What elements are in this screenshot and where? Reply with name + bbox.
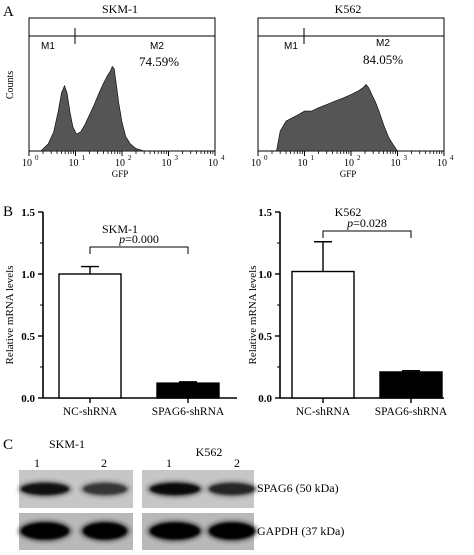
barchart-k562-title: K562 [335, 205, 362, 219]
histogram-skm1-title: SKM-1 [102, 2, 138, 16]
barchart-skm1-p-value: p=0.000 [118, 232, 159, 246]
blot-band [209, 522, 255, 540]
barchart-skm1-ytick-label: 1.0 [21, 269, 35, 281]
histogram-k562-xtick-label: 10 [298, 158, 308, 169]
barchart-k562-p-value: p=0.028 [346, 216, 387, 230]
barchart-k562: K562 Relative mRNA levels 0.0 0.5 1.0 1.5 NC… [247, 205, 448, 418]
histogram-skm1: SKM-1 M1 M2 74.59% Counts 10 0 10 1 10 2 10 3 10… [5, 2, 225, 179]
barchart-k562-bar [291, 270, 355, 399]
blot-band [21, 483, 69, 495]
barchart-k562-bar [379, 371, 443, 399]
barchart-k562-xtick-label: SPAG6-shRNA [375, 406, 448, 418]
blot-band [83, 483, 127, 495]
blot-lane-skm1-1: 1 [34, 456, 40, 470]
panel-label-b: B [3, 204, 13, 220]
blot-lane-skm1-2: 2 [101, 456, 107, 470]
histogram-skm1-ylabel: Counts [5, 71, 16, 99]
histogram-skm1-xtick-label: 10 [22, 158, 32, 169]
histogram-k562-title: K562 [335, 2, 362, 16]
blot-row-spag6-label: SPAG6 (50 kDa) [257, 481, 339, 495]
barchart-skm1-xtick-label: SPAG6-shRNA [152, 406, 225, 418]
barchart-k562-ytick-label: 0.5 [258, 331, 272, 343]
barchart-skm1-ytick-label: 1.5 [21, 207, 35, 219]
histogram-k562-xlabel: GFP [340, 169, 357, 179]
barchart-k562-significance-bracket [322, 230, 412, 238]
histogram-k562-xtick-label: 10 [344, 158, 354, 169]
barchart-skm1-ytick-label: 0.5 [21, 331, 35, 343]
histogram-skm1-gate-m2: M2 [150, 41, 164, 52]
blot-band [21, 522, 69, 540]
histogram-skm1-xtick-exponent: 1 [82, 154, 86, 162]
blot-band [150, 483, 200, 495]
histogram-skm1-xtick-label: 10 [208, 158, 218, 169]
histogram-skm1-area [40, 65, 145, 152]
histogram-k562-xtick-exponent: 2 [357, 154, 361, 162]
barchart-skm1-ylabel: Relative mRNA levels [4, 266, 16, 365]
barchart-k562-ytick-label: 1.5 [258, 207, 272, 219]
histogram-k562-xtick-exponent: 1 [311, 154, 315, 162]
histogram-skm1-xtick-exponent: 2 [128, 154, 132, 162]
histogram-skm1-xlabel: GFP [112, 169, 129, 179]
histogram-skm1-xtick-label: 10 [115, 158, 125, 169]
histogram-k562: K562 M1 M2 84.05% 10 0 10 1 10 2 10 3 10 4 GFP [251, 2, 454, 179]
histogram-k562-gate-m1: M1 [284, 41, 298, 52]
barchart-skm1-bar [156, 382, 220, 399]
barchart-k562-ytick-label: 0.0 [258, 393, 272, 405]
histogram-k562-xtick-exponent: 0 [264, 154, 268, 162]
blot-lane-k562-1: 1 [166, 456, 172, 470]
blot-band [83, 522, 127, 540]
histogram-k562-area [276, 84, 399, 152]
blot-group-k562-name: K562 [196, 445, 223, 459]
histogram-skm1-percentage: 74.59% [139, 54, 179, 69]
blot-band [209, 483, 255, 495]
histogram-skm1-xtick-label: 10 [69, 158, 79, 169]
panel-label-c: C [3, 437, 13, 453]
barchart-skm1-title: SKM-1 [102, 222, 138, 236]
barchart-skm1-significance-bracket [89, 246, 189, 254]
histogram-k562-xtick-exponent: 4 [450, 154, 454, 162]
histogram-k562-xtick-label: 10 [437, 158, 447, 169]
barchart-skm1: SKM-1 Relative mRNA levels 0.0 0.5 1.0 1.5 N… [4, 207, 237, 418]
blot-lane-k562-2: 2 [234, 456, 240, 470]
barchart-k562-ytick-label: 1.0 [258, 269, 272, 281]
blot-group-skm1-name: SKM-1 [49, 437, 85, 451]
histogram-skm1-gate-m1: M1 [41, 41, 55, 52]
barchart-skm1-bar [58, 273, 122, 399]
panel-label-a: A [3, 4, 14, 20]
histogram-k562-xtick-exponent: 3 [404, 154, 408, 162]
histogram-k562-xtick-label: 10 [251, 158, 261, 169]
blot-row-gapdh-label: GAPDH (37 kDa) [257, 524, 344, 538]
barchart-skm1-ytick-label: 0.0 [21, 393, 35, 405]
histogram-skm1-xtick-exponent: 4 [221, 154, 225, 162]
histogram-k562-gate-m2: M2 [376, 38, 390, 49]
histogram-skm1-xtick-label: 10 [162, 158, 172, 169]
barchart-k562-ylabel: Relative mRNA levels [247, 266, 259, 365]
histogram-k562-percentage: 84.05% [363, 52, 403, 67]
barchart-k562-xtick-label: NC-shRNA [296, 406, 351, 418]
western-blot: SKM-1 1 2 K562 1 2 SPAG6 (50 kDa) GAPDH … [18, 437, 344, 550]
histogram-k562-xtick-label: 10 [391, 158, 401, 169]
blot-band [150, 522, 200, 540]
histogram-skm1-xtick-exponent: 3 [175, 154, 179, 162]
histogram-skm1-xtick-exponent: 0 [35, 154, 39, 162]
barchart-skm1-xtick-label: NC-shRNA [63, 406, 118, 418]
